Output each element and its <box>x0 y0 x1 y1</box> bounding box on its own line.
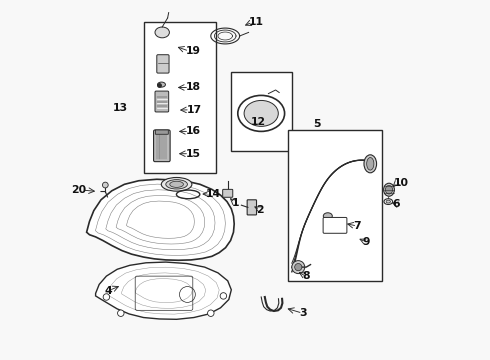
FancyBboxPatch shape <box>155 91 169 112</box>
FancyBboxPatch shape <box>157 55 169 73</box>
Ellipse shape <box>323 213 332 219</box>
Text: 10: 10 <box>393 178 408 188</box>
Circle shape <box>220 293 227 299</box>
Polygon shape <box>96 262 231 319</box>
Ellipse shape <box>155 27 170 38</box>
Ellipse shape <box>367 158 374 170</box>
Text: 2: 2 <box>257 204 264 215</box>
FancyBboxPatch shape <box>155 130 169 134</box>
Ellipse shape <box>384 183 394 196</box>
Text: 5: 5 <box>313 119 321 129</box>
Polygon shape <box>87 179 234 260</box>
Ellipse shape <box>166 180 187 189</box>
Text: 12: 12 <box>251 117 266 127</box>
Ellipse shape <box>244 100 278 126</box>
Text: 1: 1 <box>231 198 239 208</box>
Circle shape <box>208 310 214 316</box>
Text: 6: 6 <box>392 199 400 209</box>
Circle shape <box>102 182 108 188</box>
Bar <box>144 22 216 173</box>
Text: 19: 19 <box>186 46 200 56</box>
Text: 18: 18 <box>186 82 200 93</box>
Text: 3: 3 <box>299 308 307 318</box>
Circle shape <box>294 264 302 271</box>
Ellipse shape <box>364 155 377 173</box>
Text: 4: 4 <box>105 285 113 296</box>
FancyBboxPatch shape <box>153 130 170 162</box>
Bar <box>288 130 382 281</box>
Text: 13: 13 <box>113 103 128 113</box>
Text: 9: 9 <box>363 237 370 247</box>
Ellipse shape <box>157 82 166 87</box>
Text: 8: 8 <box>303 271 310 282</box>
Circle shape <box>292 261 305 274</box>
Text: 7: 7 <box>354 221 361 231</box>
Circle shape <box>118 310 124 316</box>
Text: 16: 16 <box>186 126 201 136</box>
Ellipse shape <box>386 185 392 194</box>
Text: 14: 14 <box>205 189 221 199</box>
Ellipse shape <box>170 181 183 188</box>
Text: 15: 15 <box>186 149 200 159</box>
Bar <box>231 72 292 151</box>
FancyBboxPatch shape <box>247 200 257 215</box>
Ellipse shape <box>161 177 192 191</box>
FancyBboxPatch shape <box>222 189 233 197</box>
Text: 17: 17 <box>186 105 201 115</box>
Text: 20: 20 <box>71 185 86 195</box>
Circle shape <box>103 294 110 300</box>
Ellipse shape <box>386 200 391 203</box>
FancyBboxPatch shape <box>323 217 347 233</box>
Text: 11: 11 <box>248 17 264 27</box>
